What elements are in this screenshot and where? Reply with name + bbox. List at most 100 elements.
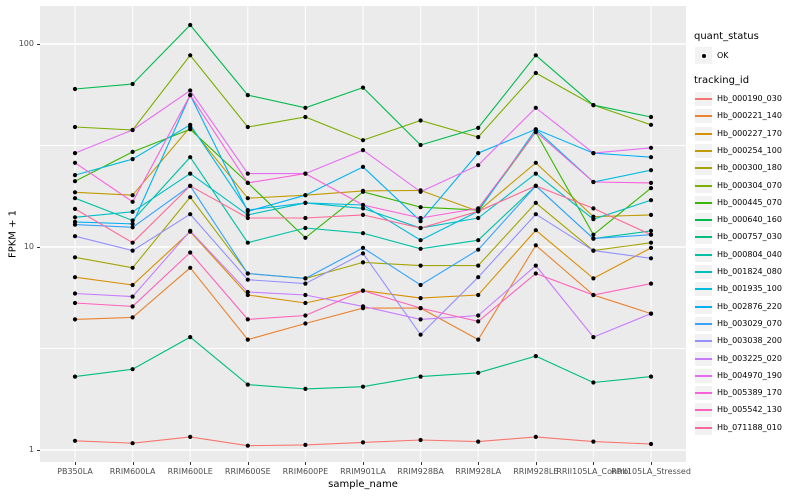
data-point (188, 122, 193, 127)
y-tick-mark (37, 44, 40, 45)
data-point (533, 354, 538, 359)
data-point (648, 311, 654, 316)
data-point (648, 198, 654, 203)
data-point (533, 200, 538, 205)
data-point (245, 215, 250, 221)
legend-line-icon (695, 305, 712, 308)
data-point (533, 160, 538, 165)
data-point (533, 212, 538, 217)
legend-line-icon (695, 201, 712, 204)
data-point (360, 189, 366, 194)
data-point (648, 212, 654, 217)
data-point (245, 443, 250, 448)
data-point (648, 168, 654, 173)
data-point (533, 53, 538, 58)
legend-item-label: Hb_000300_180 (717, 163, 782, 173)
data-point (476, 151, 481, 156)
data-point (648, 232, 654, 237)
data-point (360, 288, 366, 293)
legend-item-label: Hb_000757_030 (717, 232, 782, 242)
data-point (418, 332, 423, 337)
data-point (72, 206, 78, 211)
x-tick-mark (363, 462, 364, 465)
data-point (303, 442, 308, 447)
data-point (245, 337, 250, 342)
data-point (476, 206, 481, 211)
legend-key-swatch (695, 213, 712, 228)
data-point (418, 306, 423, 311)
legend-line-icon (695, 115, 712, 118)
data-point (476, 313, 481, 318)
data-point (188, 53, 193, 58)
data-point (591, 103, 596, 108)
legend-line-icon (695, 288, 712, 291)
data-point (591, 439, 596, 444)
data-point (130, 209, 135, 214)
data-point (303, 200, 308, 205)
data-point (533, 434, 538, 439)
legend-key-swatch (695, 368, 712, 383)
legend-item-label: Hb_000804_040 (717, 249, 782, 259)
data-point (130, 441, 135, 446)
data-point (418, 246, 423, 251)
data-point (303, 300, 308, 306)
data-point (72, 234, 78, 239)
y-tick-label: 100 (18, 39, 34, 48)
data-point (476, 292, 481, 298)
data-point (360, 212, 366, 217)
data-point (648, 374, 654, 379)
data-point (188, 183, 193, 188)
data-point (476, 247, 481, 252)
legend-line-icon (695, 149, 712, 152)
data-point (130, 294, 135, 299)
data-point (188, 228, 193, 233)
data-point (648, 441, 654, 447)
y-tick-label: 10 (23, 242, 34, 251)
data-point (245, 171, 250, 176)
data-point (130, 221, 135, 226)
legend-item-label: Hb_000304_070 (717, 180, 782, 190)
data-point (591, 380, 596, 385)
legend-line-icon (695, 184, 712, 187)
data-point (533, 129, 538, 134)
legend-item-label: Hb_004970_190 (717, 370, 782, 380)
data-point (591, 206, 596, 211)
data-point (360, 251, 366, 256)
data-point (188, 88, 193, 93)
data-point (533, 183, 538, 188)
legend-item-label: Hb_005542_130 (717, 405, 782, 415)
data-point (591, 151, 596, 156)
data-point (418, 142, 423, 148)
data-point (72, 291, 78, 296)
x-tick-mark (75, 462, 76, 465)
data-point (188, 250, 193, 255)
x-tick-mark (651, 462, 652, 465)
legend-item-label: Hb_000190_030 (717, 94, 782, 103)
legend-key-swatch (695, 195, 712, 210)
data-point (245, 382, 250, 387)
data-point (130, 218, 135, 223)
chart-lines-svg (40, 6, 686, 462)
legend-line-icon (695, 392, 712, 395)
legend-item-label: Hb_001935_100 (717, 284, 782, 294)
legend-label-ok: OK (717, 51, 729, 60)
legend-key-swatch (695, 92, 712, 106)
data-point (648, 186, 654, 191)
data-point (72, 190, 78, 195)
data-point (130, 157, 135, 162)
data-point (418, 118, 423, 123)
data-point (303, 313, 308, 318)
x-tick-label: RRIM600PE (282, 467, 329, 476)
x-tick-label: RRII105LA_Stressed (611, 467, 691, 476)
data-point (245, 271, 250, 276)
data-point (476, 215, 481, 221)
data-point (303, 171, 308, 176)
data-point (188, 212, 193, 217)
data-point (245, 196, 250, 201)
data-point (476, 125, 481, 130)
data-point (303, 215, 308, 221)
data-point (72, 222, 78, 227)
x-axis-title: sample_name (328, 479, 398, 490)
data-point (591, 276, 596, 281)
data-point (476, 370, 481, 375)
